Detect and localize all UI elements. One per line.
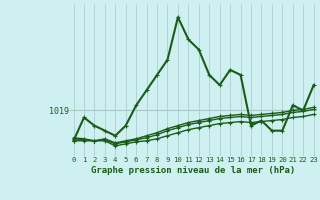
X-axis label: Graphe pression niveau de la mer (hPa): Graphe pression niveau de la mer (hPa) bbox=[92, 166, 296, 175]
